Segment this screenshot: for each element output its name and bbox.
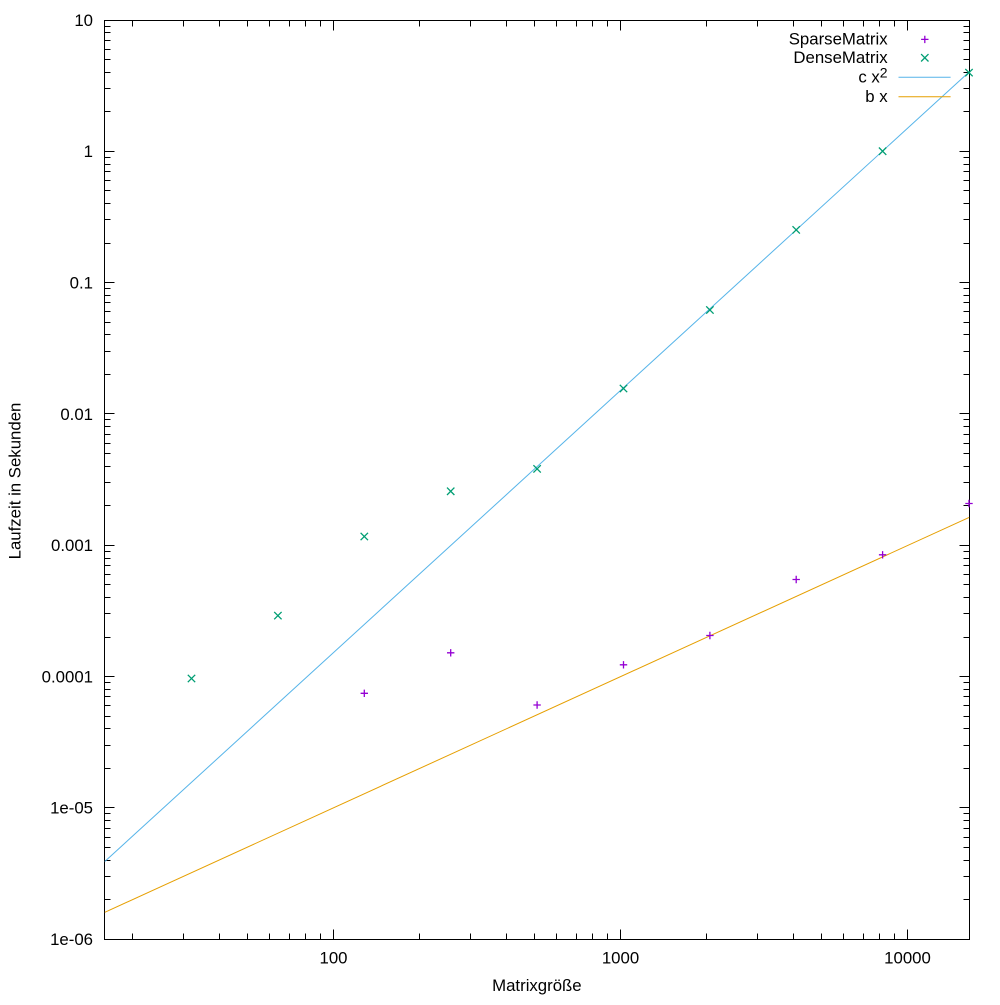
svg-text:DenseMatrix: DenseMatrix bbox=[793, 48, 888, 67]
svg-text:1e-06: 1e-06 bbox=[50, 930, 93, 949]
svg-text:Laufzeit in Sekunden: Laufzeit in Sekunden bbox=[6, 403, 25, 560]
svg-text:1000: 1000 bbox=[602, 948, 639, 967]
svg-text:10: 10 bbox=[74, 11, 93, 30]
svg-text:0.1: 0.1 bbox=[70, 273, 93, 292]
svg-text:10000: 10000 bbox=[884, 948, 931, 967]
svg-text:1: 1 bbox=[84, 142, 93, 161]
svg-text:100: 100 bbox=[320, 948, 348, 967]
svg-text:Matrixgröße: Matrixgröße bbox=[492, 976, 582, 995]
svg-text:0.0001: 0.0001 bbox=[42, 667, 93, 686]
svg-text:1e-05: 1e-05 bbox=[50, 799, 93, 818]
svg-text:0.01: 0.01 bbox=[60, 405, 93, 424]
svg-text:b x: b x bbox=[865, 87, 888, 106]
svg-text:0.001: 0.001 bbox=[51, 536, 93, 555]
svg-text:SparseMatrix: SparseMatrix bbox=[789, 30, 888, 49]
